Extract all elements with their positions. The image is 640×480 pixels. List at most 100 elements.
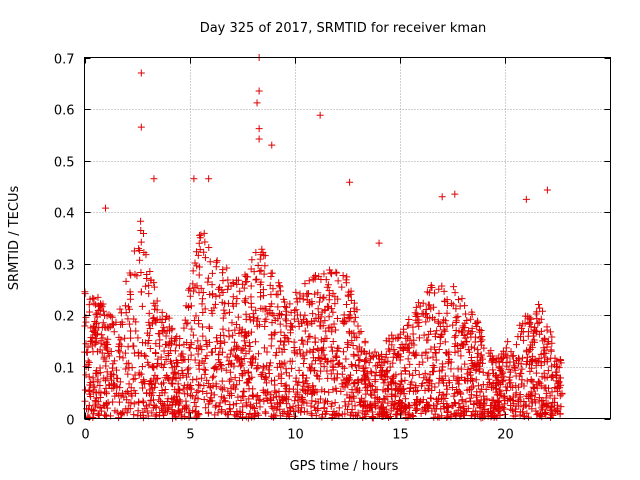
data-point <box>276 405 284 413</box>
data-point <box>460 332 468 340</box>
data-point <box>277 328 285 336</box>
data-point <box>393 405 401 413</box>
data-point <box>481 406 489 414</box>
data-point <box>158 319 166 327</box>
data-point <box>512 372 520 380</box>
data-point <box>245 339 253 347</box>
data-point <box>103 344 111 352</box>
data-point <box>100 307 108 315</box>
data-point <box>412 367 420 375</box>
data-point <box>173 333 181 341</box>
data-point <box>266 281 274 289</box>
data-point <box>452 326 460 334</box>
data-point <box>351 333 359 341</box>
data-point <box>362 390 370 398</box>
data-point <box>424 354 432 362</box>
data-point <box>503 352 511 360</box>
data-point <box>250 404 258 412</box>
data-point <box>102 204 110 212</box>
data-point <box>359 397 367 405</box>
data-point <box>131 270 139 278</box>
data-point <box>404 355 412 363</box>
data-point <box>139 339 147 347</box>
data-point <box>528 338 536 346</box>
data-point <box>282 322 290 330</box>
data-point <box>535 318 543 326</box>
data-point <box>454 347 462 355</box>
y-tick-label: 0.2 <box>54 310 75 325</box>
data-point <box>229 401 237 409</box>
data-point <box>287 320 295 328</box>
data-point <box>553 406 561 414</box>
data-point <box>357 327 365 335</box>
data-point <box>218 362 226 370</box>
data-point <box>85 308 93 316</box>
data-point <box>218 406 226 414</box>
data-point <box>229 300 237 308</box>
data-point <box>380 379 388 387</box>
data-point <box>371 376 379 384</box>
data-point <box>249 385 257 393</box>
data-point <box>310 345 318 353</box>
data-point <box>324 398 332 406</box>
data-point <box>443 414 451 422</box>
data-point <box>263 348 271 356</box>
data-point <box>379 386 387 394</box>
data-point <box>345 328 353 336</box>
data-point <box>247 328 255 336</box>
data-point <box>199 295 207 303</box>
data-point <box>222 366 230 374</box>
data-point <box>233 381 241 389</box>
data-point <box>175 401 183 409</box>
data-point <box>308 397 316 405</box>
data-point <box>246 374 254 382</box>
data-point <box>210 304 218 312</box>
y-tick-label: 0.5 <box>54 156 75 171</box>
data-point <box>410 399 418 407</box>
data-point <box>282 334 290 342</box>
data-point <box>90 406 98 414</box>
data-point <box>175 396 183 404</box>
data-point <box>126 305 134 313</box>
data-point <box>242 310 250 318</box>
data-point <box>325 296 333 304</box>
data-point <box>102 388 110 396</box>
data-point <box>480 344 488 352</box>
data-point <box>293 295 301 303</box>
data-point <box>139 397 147 405</box>
data-point <box>415 360 423 368</box>
data-point <box>300 386 308 394</box>
data-point <box>221 310 229 318</box>
data-point <box>241 341 249 349</box>
data-point <box>139 384 147 392</box>
data-point <box>211 411 219 419</box>
data-point <box>538 373 546 381</box>
data-point <box>354 351 362 359</box>
data-point <box>409 330 417 338</box>
data-point <box>96 381 104 389</box>
data-point <box>546 392 554 400</box>
data-point <box>500 405 508 413</box>
x-tick-label: 15 <box>392 428 409 443</box>
data-point <box>333 269 341 277</box>
data-point <box>441 327 449 335</box>
data-point <box>558 390 566 398</box>
data-point <box>349 341 357 349</box>
data-point <box>189 376 197 384</box>
data-point <box>467 364 475 372</box>
data-point <box>123 388 131 396</box>
data-point <box>304 338 312 346</box>
data-point <box>216 337 224 345</box>
data-point <box>265 366 273 374</box>
data-point <box>361 380 369 388</box>
data-point <box>167 337 175 345</box>
data-point <box>257 293 265 301</box>
data-point <box>189 280 197 288</box>
data-point <box>233 321 241 328</box>
data-point <box>537 350 545 358</box>
data-point <box>115 398 123 406</box>
data-point <box>174 370 182 378</box>
data-point <box>212 334 220 342</box>
data-point <box>248 256 256 264</box>
data-point <box>539 396 547 404</box>
